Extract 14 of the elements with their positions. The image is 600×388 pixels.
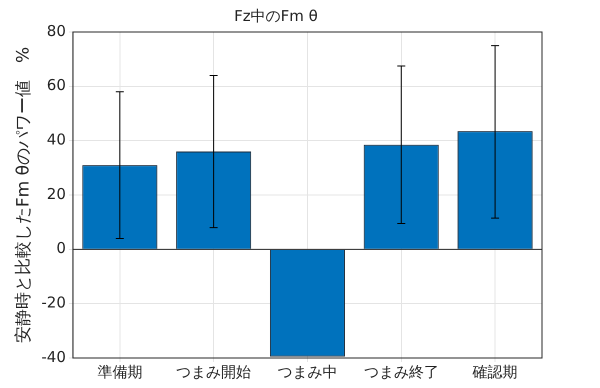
- x-tick-label: つまみ終了: [364, 362, 439, 381]
- x-tick-label: 準備期: [97, 362, 142, 381]
- y-tick-label: 80: [46, 22, 66, 40]
- chart-title: Fz中のFm θ: [234, 6, 318, 25]
- x-tick-label: つまみ中: [277, 362, 338, 381]
- y-tick-label: 60: [46, 76, 66, 94]
- y-axis-title: 安静時と比較したFm θのパワー値 %: [14, 46, 34, 344]
- y-tick-label: 40: [46, 130, 66, 149]
- y-tick-label: -20: [41, 294, 66, 312]
- y-tick-label: 0: [56, 239, 66, 258]
- x-tick-label: つまみ開始: [176, 362, 252, 381]
- x-tick-label: 確認期: [472, 362, 518, 381]
- y-tick-label: -40: [41, 348, 66, 366]
- y-tick-label: 20: [46, 184, 66, 203]
